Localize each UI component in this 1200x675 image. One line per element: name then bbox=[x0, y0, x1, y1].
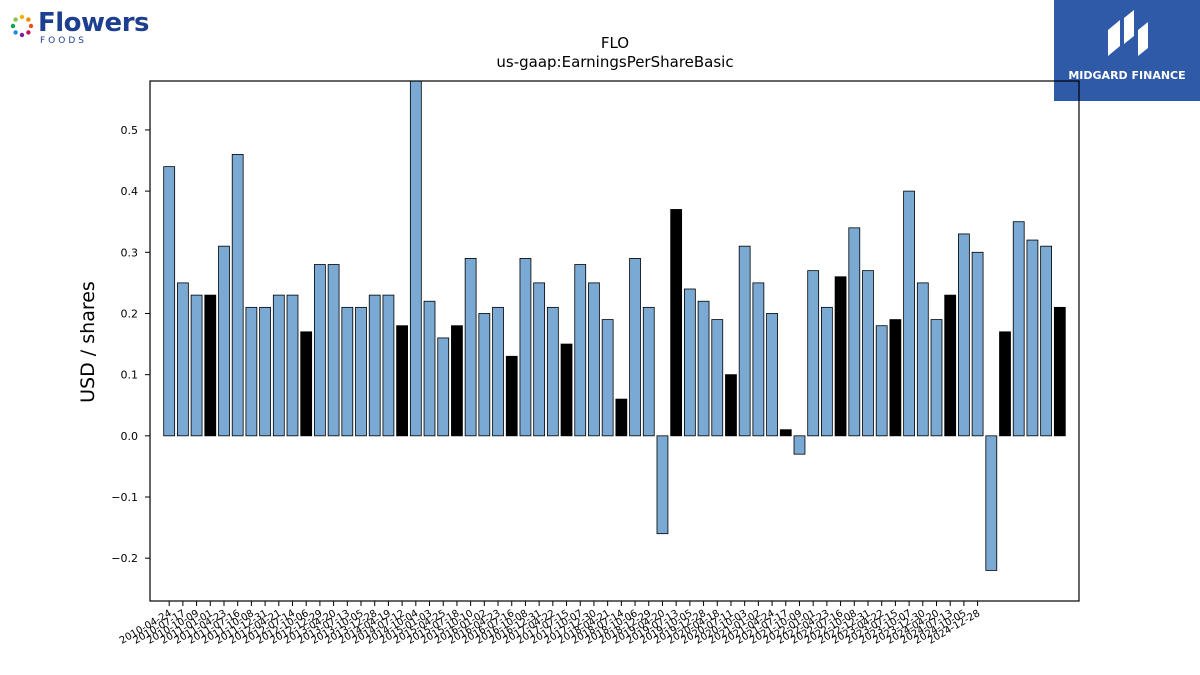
bar bbox=[245, 306, 258, 437]
y-axis-label: USD / shares bbox=[77, 281, 99, 403]
midgard-emblem-icon bbox=[1108, 10, 1148, 56]
bar bbox=[683, 288, 696, 437]
bar bbox=[574, 264, 587, 437]
bar bbox=[1012, 221, 1025, 437]
bar bbox=[916, 282, 929, 437]
bar bbox=[492, 306, 504, 437]
chart-subtitle: us-gaap:EarningsPerShareBasic bbox=[496, 53, 733, 71]
bar bbox=[560, 343, 573, 437]
bar bbox=[793, 435, 806, 455]
bar bbox=[368, 294, 381, 437]
chart-title: FLO bbox=[601, 34, 629, 52]
midgard-finance-badge: MIDGARD FINANCE bbox=[1054, 0, 1200, 101]
bar bbox=[725, 374, 737, 437]
bar bbox=[409, 81, 422, 437]
bar bbox=[533, 282, 546, 437]
y-tick-label: 0.2 bbox=[121, 307, 139, 320]
bar-series bbox=[163, 81, 1066, 571]
bar bbox=[451, 325, 463, 437]
bar bbox=[971, 251, 984, 437]
bar bbox=[807, 270, 820, 437]
bar bbox=[738, 245, 751, 437]
bar bbox=[1053, 306, 1066, 437]
bar bbox=[341, 306, 354, 437]
bar bbox=[752, 282, 765, 437]
bar bbox=[546, 306, 559, 437]
bar bbox=[697, 300, 710, 437]
bar bbox=[834, 276, 847, 437]
bar bbox=[903, 190, 915, 437]
bar bbox=[478, 313, 491, 437]
bar bbox=[766, 313, 778, 437]
bar bbox=[259, 306, 271, 437]
bar bbox=[1026, 239, 1039, 437]
bar bbox=[985, 435, 998, 571]
x-axis: 2010-04-242010-07-172010-10-092011-01-01… bbox=[118, 601, 982, 647]
bar bbox=[464, 258, 477, 437]
bar bbox=[231, 154, 244, 437]
bar bbox=[711, 319, 724, 437]
bar bbox=[821, 306, 833, 437]
bar bbox=[862, 270, 874, 437]
logo-brand-text: Flowers bbox=[38, 8, 150, 38]
flowers-foods-logo: Flowers FOODS bbox=[8, 6, 158, 46]
y-tick-label: 0.3 bbox=[121, 246, 139, 259]
bar bbox=[218, 245, 230, 437]
bar bbox=[396, 325, 409, 437]
bar bbox=[615, 398, 628, 437]
flower-icon bbox=[10, 14, 34, 38]
bar bbox=[382, 294, 395, 437]
bar bbox=[505, 355, 518, 437]
bar bbox=[272, 294, 285, 437]
bar bbox=[875, 325, 888, 437]
bar bbox=[300, 331, 313, 437]
y-tick-label: 0.0 bbox=[121, 430, 139, 443]
bar bbox=[1040, 245, 1052, 437]
bar bbox=[944, 294, 957, 437]
bar bbox=[930, 319, 943, 437]
bar bbox=[519, 258, 532, 437]
bar bbox=[629, 258, 641, 437]
bar bbox=[601, 319, 614, 437]
bar bbox=[588, 282, 600, 437]
logo-sub-text: FOODS bbox=[40, 36, 87, 46]
bar bbox=[176, 282, 189, 437]
plot-frame bbox=[149, 80, 1080, 602]
y-tick-label: 0.4 bbox=[121, 185, 139, 198]
bar bbox=[848, 227, 861, 437]
bar bbox=[190, 294, 203, 437]
y-tick-label: −0.2 bbox=[111, 552, 138, 565]
bar bbox=[958, 233, 970, 437]
bar bbox=[999, 331, 1011, 437]
bar bbox=[314, 264, 326, 437]
bar bbox=[327, 264, 340, 437]
y-tick-label: −0.1 bbox=[111, 491, 138, 504]
y-axis: −0.2 −0.1 0.0 0.1 0.2 0.3 0.4 0.5 bbox=[111, 124, 150, 565]
y-tick-label: 0.1 bbox=[121, 369, 139, 382]
bar bbox=[423, 300, 436, 437]
bar bbox=[656, 435, 669, 535]
bar bbox=[286, 294, 299, 437]
bar bbox=[779, 429, 792, 437]
bar bbox=[670, 209, 683, 437]
bar bbox=[437, 337, 450, 437]
bar bbox=[163, 166, 176, 437]
bar bbox=[204, 294, 217, 437]
bar bbox=[355, 306, 367, 437]
bar bbox=[889, 319, 902, 437]
bar bbox=[642, 306, 655, 437]
midgard-label: MIDGARD FINANCE bbox=[1068, 69, 1186, 82]
y-tick-label: 0.5 bbox=[121, 124, 139, 137]
